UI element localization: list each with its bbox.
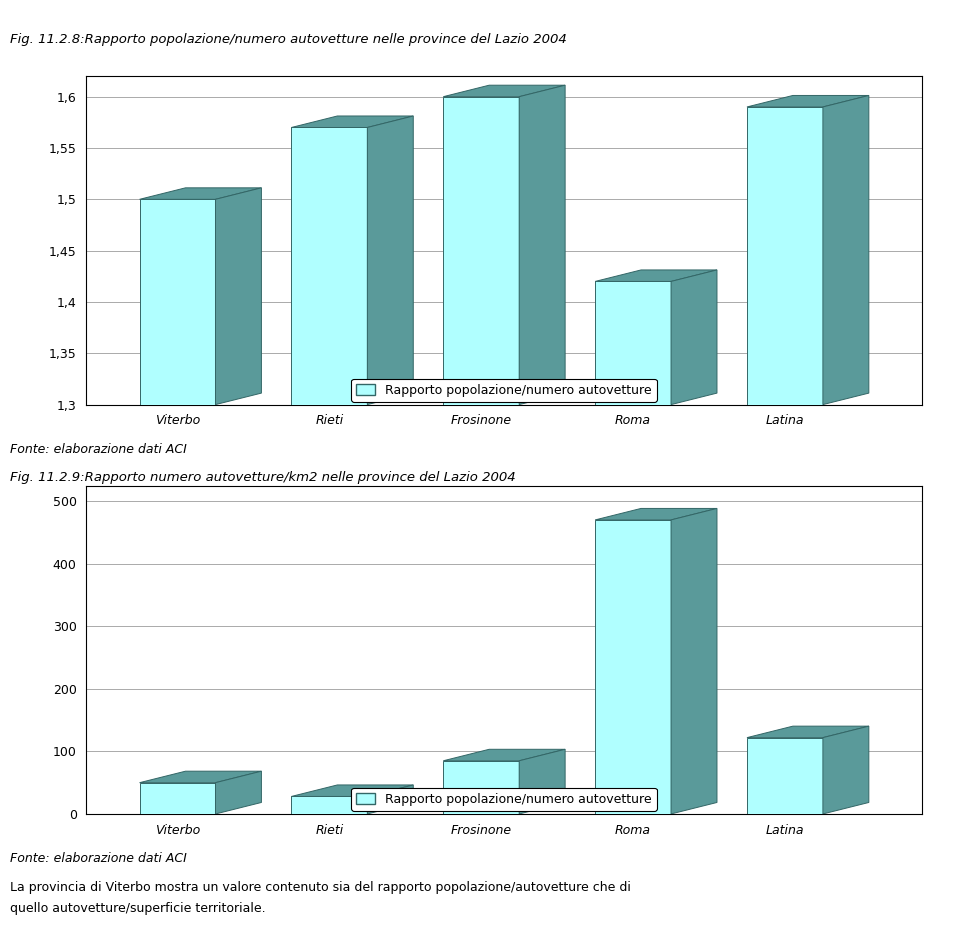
Bar <box>139 783 215 814</box>
Bar <box>595 520 671 814</box>
Polygon shape <box>292 785 413 797</box>
Polygon shape <box>139 188 261 199</box>
Text: Fig. 11.2.9:Rapporto numero autovetture/km2 nelle province del Lazio 2004: Fig. 11.2.9:Rapporto numero autovetture/… <box>10 471 516 485</box>
Bar <box>444 97 519 405</box>
Bar <box>747 738 823 814</box>
Polygon shape <box>595 508 717 520</box>
Bar <box>292 128 368 405</box>
Bar <box>444 761 519 814</box>
Polygon shape <box>215 188 261 405</box>
Polygon shape <box>215 771 261 814</box>
Legend: Rapporto popolazione/numero autovetture: Rapporto popolazione/numero autovetture <box>351 788 657 811</box>
Bar <box>595 282 671 405</box>
Polygon shape <box>292 116 413 128</box>
Bar <box>292 797 368 814</box>
Polygon shape <box>671 270 717 405</box>
Bar <box>139 199 215 405</box>
Polygon shape <box>519 85 565 405</box>
Polygon shape <box>823 726 869 814</box>
Polygon shape <box>139 771 261 783</box>
Polygon shape <box>671 508 717 814</box>
Text: Fonte: elaborazione dati ACI: Fonte: elaborazione dati ACI <box>10 852 186 865</box>
Text: Fonte: elaborazione dati ACI: Fonte: elaborazione dati ACI <box>10 443 186 456</box>
Polygon shape <box>444 749 565 761</box>
Text: Fig. 11.2.8:Rapporto popolazione/numero autovetture nelle province del Lazio 200: Fig. 11.2.8:Rapporto popolazione/numero … <box>10 33 566 47</box>
Legend: Rapporto popolazione/numero autovetture: Rapporto popolazione/numero autovetture <box>351 379 657 402</box>
Polygon shape <box>747 95 869 107</box>
Bar <box>747 107 823 405</box>
Polygon shape <box>595 270 717 282</box>
Polygon shape <box>368 785 413 814</box>
Polygon shape <box>823 95 869 405</box>
Polygon shape <box>519 749 565 814</box>
Polygon shape <box>368 116 413 405</box>
Text: La provincia di Viterbo mostra un valore contenuto sia del rapporto popolazione/: La provincia di Viterbo mostra un valore… <box>10 881 631 894</box>
Polygon shape <box>444 85 565 97</box>
Text: quello autovetture/superficie territoriale.: quello autovetture/superficie territoria… <box>10 902 265 916</box>
Polygon shape <box>747 726 869 738</box>
